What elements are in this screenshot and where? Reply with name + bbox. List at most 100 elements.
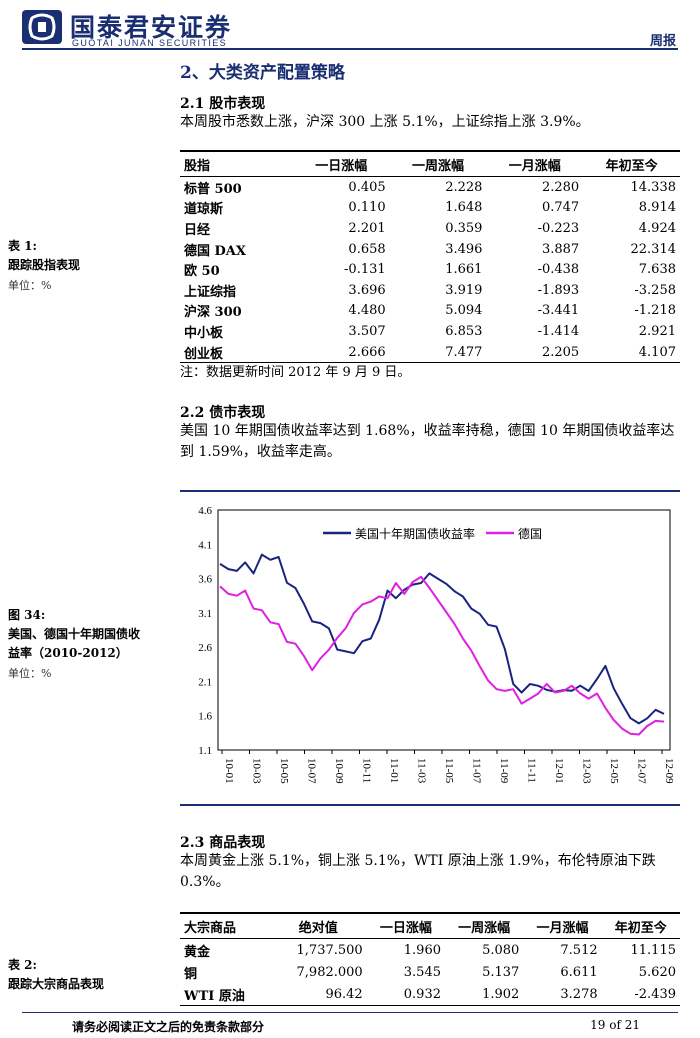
- footer-disclaimer: 请务必阅读正文之后的免责条款部分: [72, 1020, 265, 1034]
- stock-cell: 2.228: [445, 179, 483, 195]
- x-tick-label: 10-03: [251, 758, 263, 784]
- commodity-table: 大宗商品 绝对值 一日涨幅 一周涨幅 一月涨幅 年初至今 黄金 1,737.500 1.960…: [180, 912, 680, 1006]
- stock-header-cell: 一日涨幅: [292, 150, 390, 177]
- x-tick-label: 11-11: [526, 758, 538, 783]
- commodity-cell: 5.620: [638, 964, 676, 980]
- stock-cell: 3.696: [348, 282, 386, 298]
- stock-cell: -3.258: [634, 282, 676, 298]
- x-tick-label: 11-03: [416, 758, 428, 784]
- stock-index-table: 股指 一日涨幅 一周涨幅 一月涨幅 年初至今 标普 500 0.405 2.228 2.280…: [180, 150, 680, 364]
- commodity-cell: 1,737.500: [296, 942, 363, 958]
- stock-cell: -0.223: [537, 220, 580, 236]
- table-row: 标普 500 0.405 2.228 2.280 14.338: [180, 177, 680, 198]
- series-line-2: [219, 575, 665, 736]
- commodity-cell: 96.42: [269, 983, 367, 1006]
- stock-header-cell: 一月涨幅: [486, 150, 584, 177]
- stock-cell: 4.924: [638, 220, 676, 236]
- x-tick-label: 10-05: [278, 758, 290, 784]
- page-number: 19 of 21: [590, 1018, 640, 1032]
- x-tick-label: 12-03: [581, 758, 593, 784]
- stock-cell: 3.507: [348, 323, 386, 339]
- stock-row-label: 沪深 300: [184, 305, 242, 321]
- stock-header-cell: 股指: [180, 150, 293, 177]
- commodity-cell: 3.545: [403, 964, 441, 980]
- table-row: 创业板 2.666 7.477 2.205 4.107: [180, 341, 680, 364]
- y-tick-label: 1.6: [198, 711, 212, 723]
- stock-cell: 0.359: [445, 220, 483, 236]
- bond-yield-chart: 4.6 4.1 3.6 3.1 2.6 2.1 1.6 1.1 10-01 10-03 10-05 1…: [198, 505, 675, 784]
- y-tick-label: 3.1: [198, 608, 212, 620]
- y-tick-label: 3.6: [198, 574, 212, 586]
- x-tick-label: 11-05: [443, 758, 455, 784]
- y-tick-label: 4.6: [198, 505, 212, 517]
- stock-paragraph: 本周股市悉数上涨，沪深 300 上涨 5.1%，上证综指上涨 3.9%。: [180, 114, 590, 130]
- table-row: 中小板 3.507 6.853 -1.414 2.921: [180, 321, 680, 342]
- stock-row-label: 德国 DAX: [184, 243, 246, 259]
- commodity-cell: -2.439: [601, 983, 680, 1006]
- stock-cell: -1.893: [537, 282, 580, 298]
- table1-label: 表 1:: [8, 239, 37, 253]
- commodity-row-label: 铜: [184, 966, 198, 982]
- x-tick-label: 10-11: [361, 758, 373, 783]
- stock-cell: -1.414: [537, 323, 580, 339]
- x-tick-label: 11-01: [388, 758, 400, 783]
- stock-header-cell: 年初至今: [583, 150, 680, 177]
- stock-cell: 7.477: [389, 341, 487, 364]
- commodity-cell: 3.278: [523, 983, 602, 1006]
- stock-row-label: 上证综指: [184, 284, 237, 300]
- figure34-label: 图 34:: [8, 608, 46, 622]
- table-row: 沪深 300 4.480 5.094 -3.441 -1.218: [180, 301, 680, 322]
- table-row: 德国 DAX 0.658 3.496 3.887 22.314: [180, 239, 680, 260]
- stock-row-label: 道琼斯: [184, 202, 224, 218]
- stock-cell: 8.914: [638, 200, 676, 216]
- stock-note: 注：数据更新时间 2012 年 9 月 9 日。: [180, 365, 411, 380]
- x-tick-label: 10-09: [333, 758, 345, 784]
- commodity-cell: 5.080: [482, 942, 520, 958]
- commodity-paragraph: 本周黄金上涨 5.1%，铜上涨 5.1%，WTI 原油上涨 1.9%，布伦特原油…: [180, 853, 656, 890]
- series-line-1: [219, 553, 665, 725]
- table-row: 道琼斯 0.110 1.648 0.747 8.914: [180, 198, 680, 219]
- stock-subtitle: 2.1 股市表现: [180, 96, 266, 112]
- stock-row-label: 中小板: [184, 325, 224, 341]
- table-row: 铜 7,982.000 3.545 5.137 6.611 5.620: [180, 961, 680, 983]
- stock-row-label: 日经: [184, 222, 211, 238]
- x-tick-label: 12-05: [608, 758, 620, 784]
- stock-cell: 0.747: [541, 200, 580, 216]
- stock-cell: 4.480: [348, 303, 386, 319]
- commodity-cell: 7.512: [560, 942, 598, 958]
- stock-cell: 2.205: [486, 341, 584, 364]
- stock-cell: -0.131: [344, 262, 386, 278]
- stock-cell: -0.438: [537, 262, 580, 278]
- table-row: 上证综指 3.696 3.919 -1.893 -3.258: [180, 280, 680, 301]
- figure34-unit: 单位：%: [8, 667, 52, 680]
- table1-caption: 跟踪股指表现: [8, 258, 81, 272]
- x-tick-label: 11-09: [498, 758, 510, 784]
- x-tick-label: 10-01: [223, 758, 235, 784]
- commodity-header-cell: 年初至今: [601, 912, 680, 939]
- x-tick-label: 12-09: [663, 758, 675, 784]
- commodity-row-label: WTI 原油: [180, 983, 270, 1006]
- y-tick-label: 2.6: [198, 642, 212, 654]
- stock-cell: 2.280: [541, 179, 580, 195]
- stock-header-cell: 一周涨幅: [389, 150, 487, 177]
- stock-cell: 2.666: [292, 341, 390, 364]
- stock-cell: 3.496: [445, 241, 483, 257]
- legend-label: 美国十年期国债收益率: [355, 526, 475, 541]
- commodity-subtitle: 2.3 商品表现: [180, 835, 266, 851]
- stock-row-label: 标普 500: [184, 181, 242, 197]
- table2-label: 表 2:: [8, 958, 37, 972]
- commodity-header-cell: 一月涨幅: [523, 912, 602, 939]
- x-tick-label: 12-01: [553, 758, 565, 784]
- legend-label: 德国: [518, 526, 542, 541]
- stock-cell: 1.661: [445, 262, 483, 278]
- table2-caption: 跟踪大宗商品表现: [8, 977, 105, 991]
- table-row: 日经 2.201 0.359 -0.223 4.924: [180, 218, 680, 239]
- commodity-cell: 11.115: [630, 942, 677, 958]
- stock-cell: 6.853: [445, 323, 483, 339]
- x-tick-label: 12-07: [636, 758, 648, 784]
- stock-cell: -1.218: [634, 303, 676, 319]
- table-row: 欧 50 -0.131 1.661 -0.438 7.638: [180, 259, 680, 280]
- x-tick-label: 11-07: [471, 758, 483, 784]
- bond-paragraph: 美国 10 年期国债收益率达到 1.68%，收益率持稳，德国 10 年期国债收益…: [180, 423, 675, 460]
- figure34-caption-line2: 益率（2010-2012）: [8, 646, 128, 660]
